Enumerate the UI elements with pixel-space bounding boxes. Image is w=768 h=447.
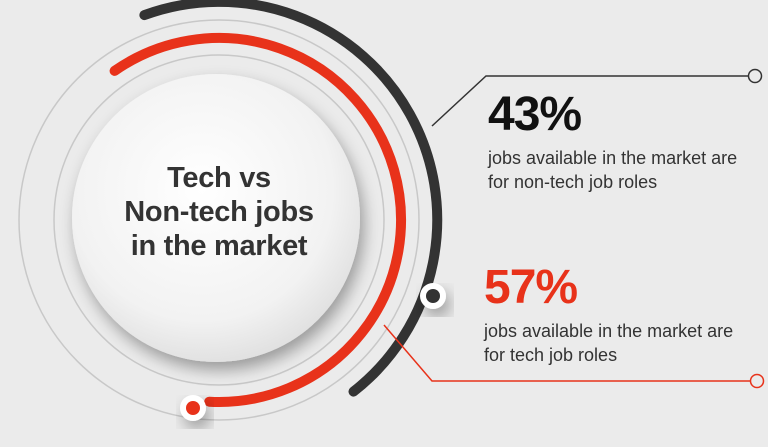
- outer-guide-ring: [18, 19, 420, 421]
- nontech-leader-line: [431, 75, 748, 127]
- nontech-description-line-1: jobs available in the market are: [488, 148, 738, 168]
- tech-percentage: 57%: [484, 261, 578, 314]
- chart-title-line-3: in the market: [130, 230, 308, 262]
- tech-end-marker: [180, 395, 206, 421]
- slice-nontech-arc: [139, 0, 443, 397]
- chart-title-line-1: Tech vs: [167, 162, 271, 194]
- tech-stat: 57% jobs available in the market are for…: [484, 261, 733, 367]
- tech-leader-end: [749, 373, 765, 389]
- chart-title: Tech vs Non-tech jobs in the market: [100, 161, 338, 263]
- nontech-percentage: 43%: [488, 88, 582, 141]
- tech-leader-line: [383, 324, 750, 382]
- nontech-description-line-2: for non-tech job roles: [488, 172, 658, 192]
- chart-title-line-2: Non-tech jobs: [124, 196, 314, 228]
- nontech-end-marker: [420, 283, 446, 309]
- slice-tech-arc: [109, 32, 406, 407]
- nontech-leader-end: [747, 68, 763, 84]
- tech-description-line-2: for tech job roles: [484, 345, 618, 365]
- nontech-stat: 43% jobs available in the market are for…: [488, 88, 737, 194]
- tech-description-line-1: jobs available in the market are: [484, 321, 734, 341]
- tech-description: jobs available in the market are for tec…: [484, 319, 733, 367]
- center-disc: [72, 74, 360, 362]
- nontech-description: jobs available in the market are for non…: [488, 146, 737, 194]
- inner-guide-ring: [53, 54, 385, 386]
